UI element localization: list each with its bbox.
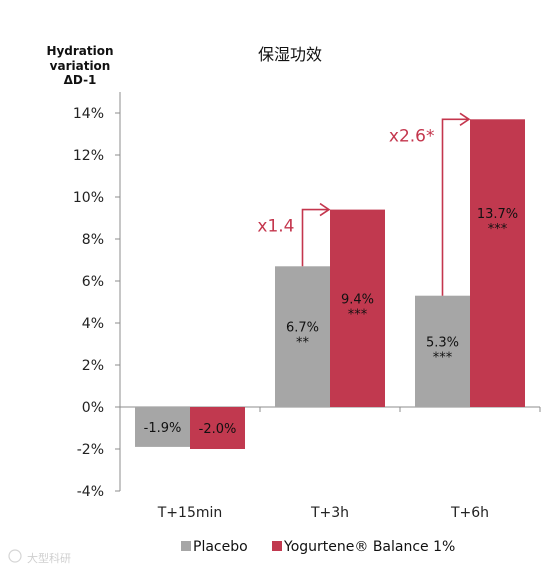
data-label: 6.7% [286, 321, 319, 336]
arrow-head-icon [319, 202, 331, 217]
y-tick-label: 4% [82, 316, 104, 332]
y-axis-label-line: ΔD-1 [64, 73, 97, 87]
bar-placebo [415, 295, 470, 407]
chart-title: 保湿功效 [258, 45, 322, 64]
x-tick-label: T+3h [310, 505, 349, 521]
y-tick-label: 12% [73, 148, 104, 164]
y-tick-label: -4% [77, 484, 104, 500]
data-label: 5.3% [426, 335, 459, 350]
significance-label: ** [296, 336, 310, 351]
data-label: 9.4% [341, 292, 374, 307]
legend: Placebo Yogurtene® Balance 1% [181, 539, 455, 555]
y-tick-label: 10% [73, 190, 104, 206]
watermark-text: 大型科研 [27, 551, 71, 565]
y-axis-label-line: Hydration [46, 44, 113, 58]
bar-yogurtene [330, 209, 385, 407]
fold-change-arrow [441, 118, 469, 296]
bars: -1.9% -2.0%6.7%**9.4%***5.3%***13.7%*** [135, 119, 525, 449]
annotations: x1.4 x2.6* [257, 112, 471, 296]
y-tick-label: 14% [73, 106, 104, 122]
y-tick-label: -2% [77, 442, 104, 458]
data-label: 13.7% [477, 207, 518, 222]
fold-change-arrow [301, 208, 329, 267]
legend-swatch [272, 541, 282, 551]
y-tick-label: 8% [82, 232, 104, 248]
bar-placebo [275, 266, 330, 407]
legend-swatch [181, 541, 191, 551]
y-tick-label: 6% [82, 274, 104, 290]
x-tick-label: T+6h [450, 505, 489, 521]
bar-yogurtene [470, 119, 525, 408]
bar-placebo [135, 407, 190, 447]
significance-label: *** [488, 222, 508, 237]
axes: -4% -2% 0% 2% 4% 6% 8% 10% 12% 14% T+15min T+3h T+6h [73, 92, 541, 521]
arrow-head-icon [459, 112, 471, 126]
bar-yogurtene [190, 407, 245, 449]
fold-change-label: x2.6* [389, 126, 435, 146]
y-axis-label-line: variation [50, 59, 111, 73]
data-label: -1.9% [144, 421, 182, 436]
y-tick-label: 0% [82, 400, 104, 416]
significance-label: *** [433, 350, 453, 365]
legend-label: Yogurtene® Balance 1% [283, 539, 455, 555]
watermark-logo-icon [8, 549, 22, 563]
fold-change-label: x1.4 [257, 217, 294, 237]
legend-label: Placebo [193, 539, 248, 555]
data-label: -2.0% [199, 422, 237, 437]
y-tick-label: 2% [82, 358, 104, 374]
watermark: 大型科研 [8, 549, 71, 565]
significance-label: *** [348, 307, 368, 322]
x-tick-label: T+15min [157, 505, 223, 521]
